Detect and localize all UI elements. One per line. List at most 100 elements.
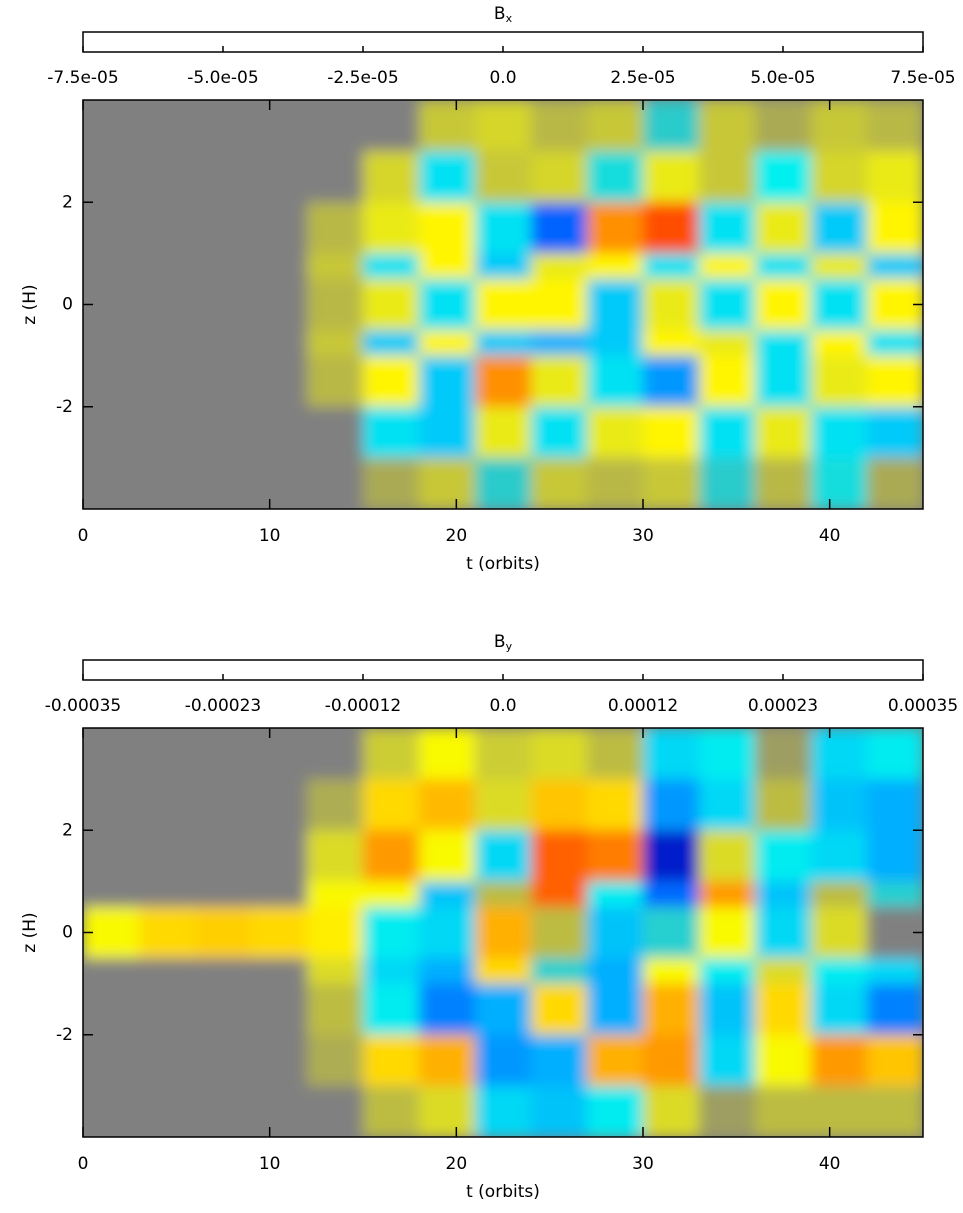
heatmap-cell	[139, 881, 196, 908]
heatmap-cell	[195, 253, 252, 280]
heatmap-cell	[587, 830, 644, 882]
heatmap-cell	[867, 457, 923, 509]
heatmap-cell	[699, 728, 756, 780]
heatmap-cell	[587, 958, 644, 985]
heatmap-cell	[867, 355, 923, 408]
heatmap-cell	[699, 779, 756, 831]
heatmap-cell	[475, 406, 532, 459]
heatmap-cell	[531, 457, 588, 509]
heatmap-cell	[363, 906, 420, 959]
y-axis-label: z (H)	[20, 912, 40, 952]
colorbar-tick-label: -0.00012	[325, 696, 401, 716]
heatmap-cell	[755, 330, 812, 357]
heatmap-cell	[587, 253, 644, 280]
heatmap-cell	[195, 881, 252, 908]
heatmap-cell	[699, 330, 756, 357]
x-tick-label: 0	[78, 1154, 89, 1174]
heatmap-cell	[587, 779, 644, 831]
heatmap-cell	[307, 278, 364, 331]
heatmap-cell	[699, 457, 756, 509]
heatmap-cell	[755, 151, 812, 203]
heatmap-cell	[307, 1085, 364, 1137]
heatmap-cell	[83, 881, 140, 908]
heatmap-cell	[531, 906, 588, 959]
heatmap-cell	[363, 253, 420, 280]
heatmap-cell	[475, 779, 532, 831]
heatmap-cell	[363, 728, 420, 780]
heatmap-cell	[475, 983, 532, 1036]
heatmap-cell	[139, 151, 196, 203]
heatmap-cell	[419, 457, 476, 509]
heatmap-cell	[811, 278, 868, 331]
heatmap-cell	[363, 278, 420, 331]
heatmap-cell	[643, 278, 700, 331]
title-subscript: x	[506, 12, 513, 25]
heatmap-cell	[83, 151, 140, 203]
heatmap-cell	[83, 202, 140, 254]
heatmap-cell	[755, 881, 812, 908]
x-tick-label: 20	[446, 526, 468, 546]
heatmap-cell	[251, 1034, 308, 1087]
heatmap-cell	[139, 355, 196, 408]
heatmap-cell	[643, 1085, 700, 1137]
heatmap-cell	[643, 202, 700, 254]
heatmap-cell	[251, 202, 308, 254]
y-tick-label: 2	[62, 820, 73, 840]
heatmap-cell	[531, 779, 588, 831]
heatmap-cell	[419, 330, 476, 357]
heatmap-cell	[811, 1085, 868, 1137]
heatmap-cell	[195, 406, 252, 459]
heatmap-cell	[195, 151, 252, 203]
heatmap-cell	[363, 330, 420, 357]
heatmap-cell	[587, 406, 644, 459]
heatmap-cell	[307, 406, 364, 459]
x-tick-label: 10	[259, 1154, 281, 1174]
heatmap-cell	[867, 100, 923, 152]
heatmap-cell	[475, 202, 532, 254]
heatmap-cell	[475, 1034, 532, 1087]
heatmap-cell	[83, 253, 140, 280]
heatmap-cell	[83, 958, 140, 985]
heatmap-cell	[755, 958, 812, 985]
colorbar-tick-label: 5.0e-05	[750, 68, 815, 88]
heatmap-cell	[307, 151, 364, 203]
heatmap-cell	[811, 406, 868, 459]
heatmap-cell	[139, 406, 196, 459]
heatmap-cell	[419, 1034, 476, 1087]
heatmap-cell	[587, 983, 644, 1036]
colorbar-tick-label: 2.5e-05	[610, 68, 675, 88]
heatmap-cell	[755, 457, 812, 509]
heatmap-cell	[251, 330, 308, 357]
heatmap-cell	[419, 958, 476, 985]
heatmap-cell	[195, 278, 252, 331]
heatmap-cell	[195, 355, 252, 408]
heatmap-cell	[83, 406, 140, 459]
heatmap-cell	[867, 1085, 923, 1137]
heatmap-cell	[755, 830, 812, 882]
heatmap-cell	[251, 151, 308, 203]
heatmap-cell	[643, 779, 700, 831]
heatmap-cell	[83, 100, 140, 152]
heatmap-cell	[139, 1034, 196, 1087]
heatmap-cell	[139, 728, 196, 780]
y-tick-label: -2	[56, 1025, 73, 1045]
x-tick-label: 20	[446, 1154, 468, 1174]
heatmap-cell	[251, 100, 308, 152]
heatmap-cell	[363, 1034, 420, 1087]
heatmap-cell	[475, 958, 532, 985]
colorbar-title: By	[494, 632, 513, 653]
heatmap-cell	[419, 355, 476, 408]
heatmap-cell	[755, 1034, 812, 1087]
heatmap-cell	[139, 100, 196, 152]
heatmap-cell	[83, 457, 140, 509]
heatmap-cell	[531, 983, 588, 1036]
heatmap-cell	[643, 830, 700, 882]
heatmap-cell	[587, 457, 644, 509]
heatmap-cell	[699, 983, 756, 1036]
heatmap-cell	[699, 253, 756, 280]
heatmap-cell	[867, 253, 923, 280]
heatmap-cell	[867, 983, 923, 1036]
heatmap-cell	[587, 330, 644, 357]
heatmap-cell	[867, 830, 923, 882]
